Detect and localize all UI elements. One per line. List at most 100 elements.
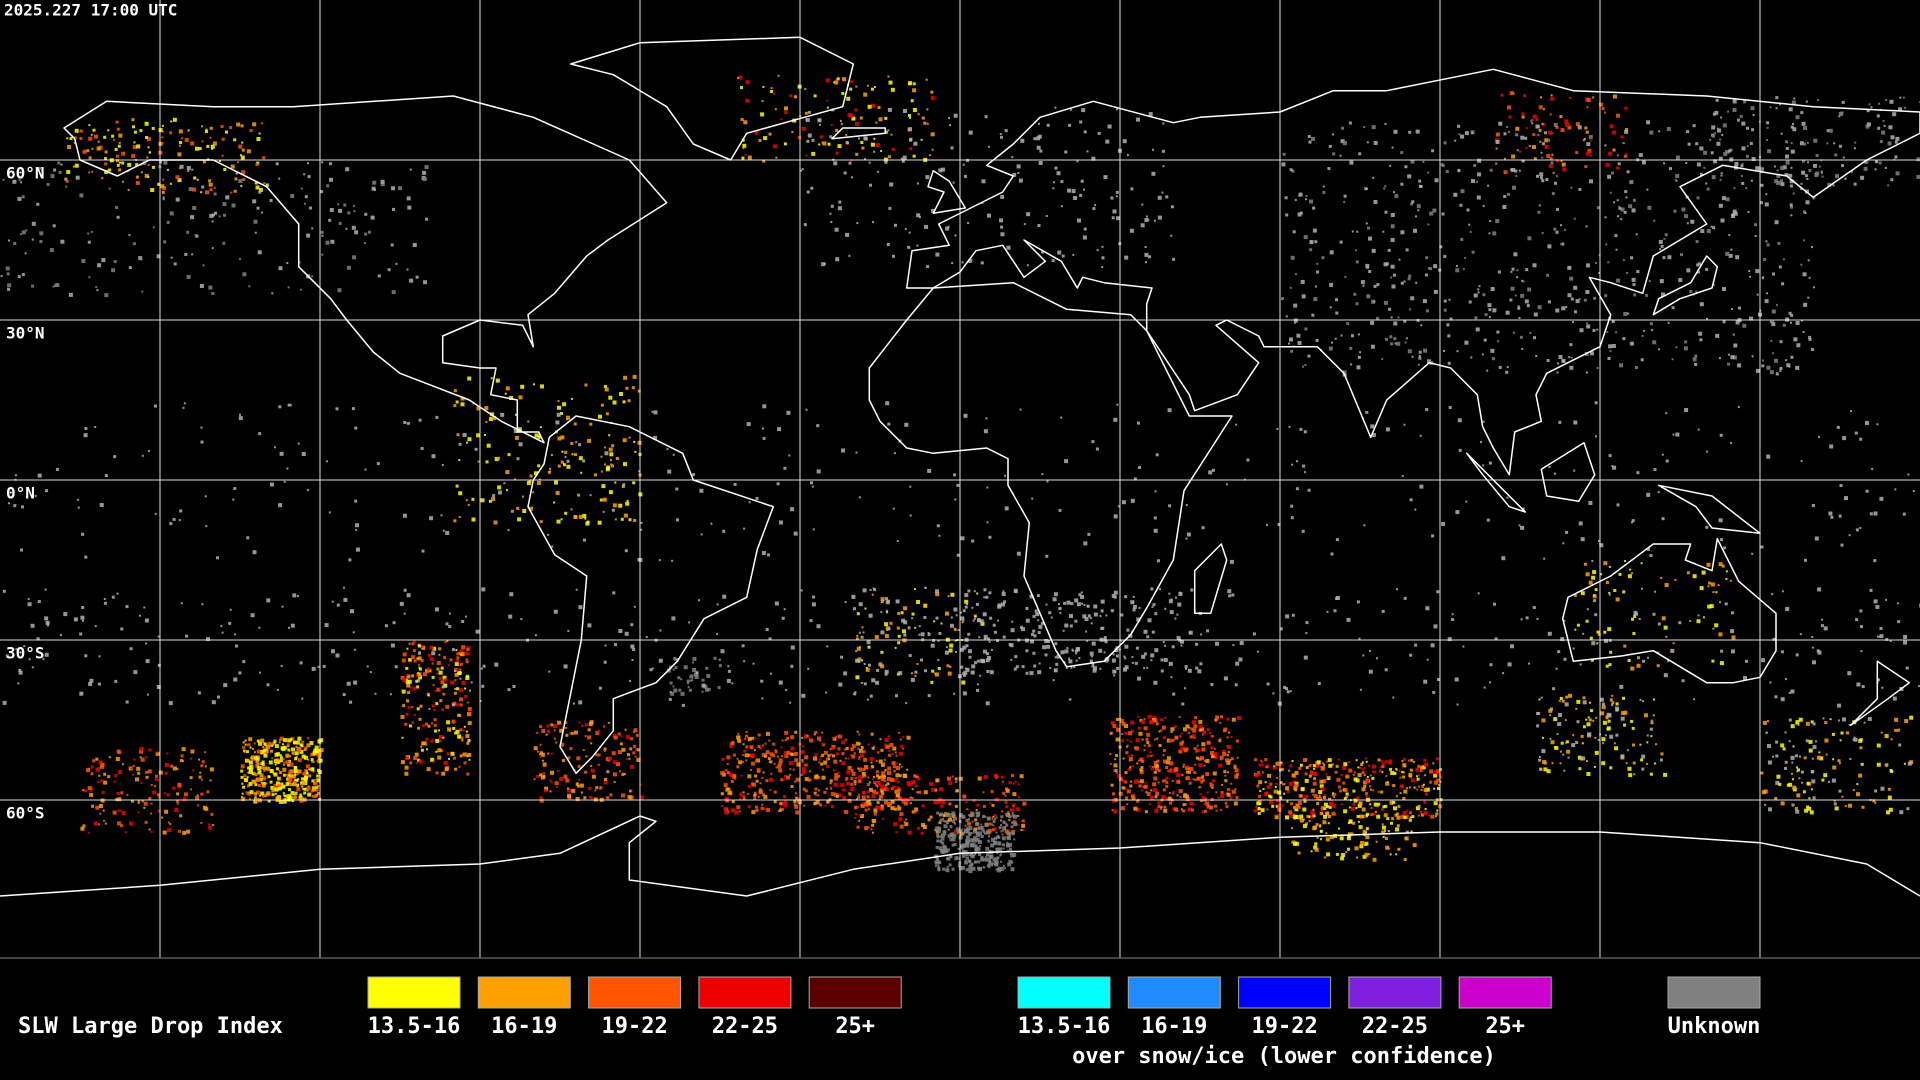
cloud-pixel <box>1584 126 1588 130</box>
cloud-pixel <box>1370 320 1375 325</box>
cloud-pixel <box>1604 111 1607 114</box>
cloud-pixel <box>1903 635 1908 639</box>
cloud-pixel <box>1226 717 1230 721</box>
cloud-pixel <box>1445 170 1449 173</box>
cloud-pixel <box>1215 791 1218 794</box>
cloud-pixel <box>918 625 921 628</box>
cloud-pixel <box>1167 770 1170 773</box>
cloud-pixel <box>1294 807 1299 812</box>
cloud-pixel <box>415 761 418 764</box>
cloud-pixel <box>1310 850 1313 853</box>
cloud-pixel <box>1496 330 1500 334</box>
cloud-pixel <box>522 509 527 513</box>
cloud-pixel <box>976 659 980 663</box>
cloud-pixel <box>560 435 565 440</box>
cloud-pixel <box>805 154 808 157</box>
cloud-pixel <box>1797 768 1800 772</box>
cloud-pixel <box>826 799 830 803</box>
cloud-pixel <box>1339 240 1343 244</box>
cloud-pixel <box>86 768 90 773</box>
cloud-pixel <box>1384 337 1388 341</box>
cloud-pixel <box>529 474 533 478</box>
cloud-pixel <box>1184 803 1187 806</box>
cloud-pixel <box>1184 687 1187 690</box>
cloud-pixel <box>1799 755 1801 758</box>
cloud-pixel <box>987 840 990 843</box>
cloud-pixel <box>1381 771 1384 774</box>
cloud-pixel <box>132 125 135 129</box>
cloud-pixel <box>765 628 769 631</box>
cloud-pixel <box>161 136 164 139</box>
cloud-pixel <box>612 400 617 405</box>
cloud-pixel <box>104 150 108 154</box>
cloud-pixel <box>1220 794 1225 799</box>
cloud-pixel <box>1537 134 1540 136</box>
cloud-pixel <box>289 755 292 758</box>
cloud-pixel <box>539 755 542 758</box>
cloud-pixel <box>892 765 896 769</box>
cloud-pixel <box>1624 560 1626 563</box>
cloud-pixel <box>812 595 816 599</box>
cloud-pixel <box>350 609 354 614</box>
cloud-pixel <box>1409 308 1411 311</box>
cloud-pixel <box>884 780 886 783</box>
cloud-pixel <box>1234 683 1238 687</box>
cloud-pixel <box>884 634 889 638</box>
cloud-pixel <box>467 376 472 381</box>
cloud-pixel <box>974 615 977 618</box>
cloud-pixel <box>565 733 569 737</box>
cloud-pixel <box>1212 771 1217 776</box>
cloud-pixel <box>1456 350 1459 353</box>
cloud-pixel <box>1473 164 1477 167</box>
cloud-pixel <box>1403 280 1406 283</box>
cloud-pixel <box>1541 142 1545 146</box>
cloud-pixel <box>880 748 884 752</box>
cloud-pixel <box>1346 322 1350 326</box>
cloud-pixel <box>1505 370 1509 374</box>
cloud-pixel <box>578 456 583 461</box>
cloud-pixel <box>1702 616 1705 619</box>
cloud-pixel <box>1365 794 1369 798</box>
cloud-pixel <box>769 752 774 757</box>
cloud-pixel <box>1358 637 1361 640</box>
cloud-pixel <box>858 757 861 760</box>
cloud-pixel <box>911 612 915 616</box>
cloud-pixel <box>1372 812 1376 816</box>
cloud-pixel <box>955 780 958 783</box>
cloud-pixel <box>1675 174 1680 178</box>
cloud-pixel <box>898 671 903 676</box>
cloud-pixel <box>1399 776 1402 779</box>
cloud-pixel <box>306 772 308 775</box>
cloud-pixel <box>1389 853 1392 856</box>
cloud-pixel <box>565 727 568 729</box>
cloud-pixel <box>1536 618 1539 620</box>
cloud-pixel <box>1145 791 1148 794</box>
cloud-pixel <box>784 106 788 111</box>
cloud-pixel <box>701 683 706 688</box>
cloud-pixel <box>1558 713 1562 717</box>
cloud-pixel <box>970 843 975 848</box>
cloud-pixel <box>485 421 488 423</box>
cloud-pixel <box>1335 852 1339 856</box>
cloud-pixel <box>434 690 437 693</box>
cloud-pixel <box>838 774 841 777</box>
cloud-pixel <box>1460 189 1465 194</box>
cloud-pixel <box>1304 778 1309 783</box>
cloud-pixel <box>1414 643 1418 647</box>
cloud-pixel <box>1620 207 1625 212</box>
cloud-pixel <box>1560 637 1565 642</box>
cloud-pixel <box>1110 609 1114 613</box>
cloud-pixel <box>150 188 155 192</box>
cloud-pixel <box>1155 764 1158 767</box>
cloud-pixel <box>455 729 460 734</box>
cloud-pixel <box>818 789 820 792</box>
cloud-pixel <box>1184 747 1189 752</box>
cloud-pixel <box>297 769 302 774</box>
cloud-pixel <box>1766 292 1769 295</box>
cloud-pixel <box>1225 758 1229 763</box>
cloud-pixel <box>940 804 944 808</box>
cloud-pixel <box>989 862 994 867</box>
cloud-pixel <box>851 744 856 749</box>
cloud-pixel <box>1446 323 1450 327</box>
cloud-pixel <box>256 739 260 743</box>
